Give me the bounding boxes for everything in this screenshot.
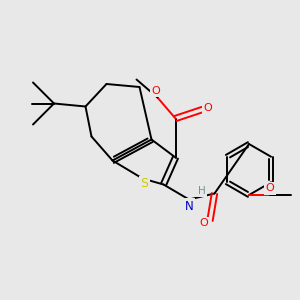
Text: O: O <box>152 86 160 96</box>
Text: O: O <box>203 103 212 113</box>
Text: H: H <box>198 186 206 196</box>
Text: N: N <box>184 200 194 213</box>
Text: S: S <box>141 177 148 190</box>
Text: O: O <box>266 183 274 194</box>
Text: O: O <box>199 218 208 229</box>
